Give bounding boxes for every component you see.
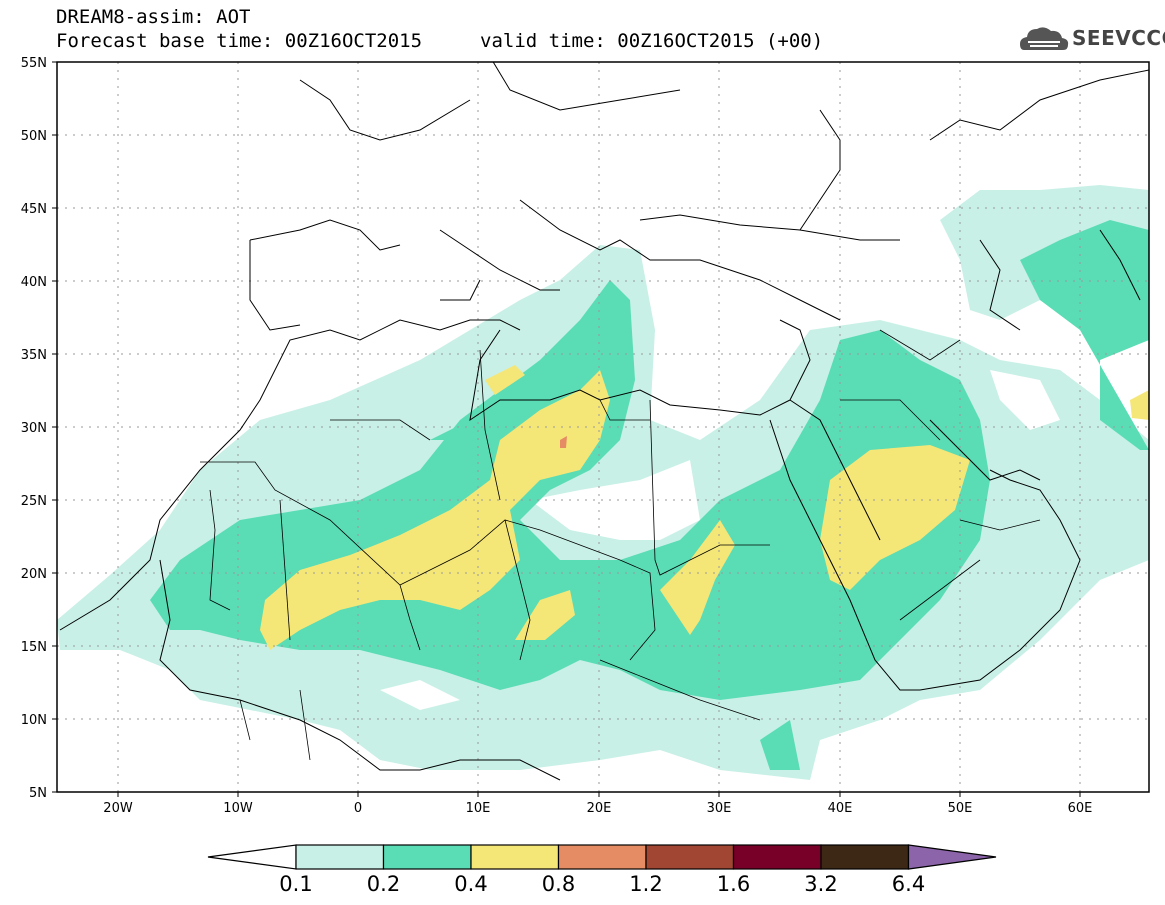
colorbar-level: 1.6 — [716, 872, 751, 896]
colorbar-swatch — [820, 844, 910, 870]
colorbar-low-arrow — [207, 844, 297, 870]
lon-label: 10W — [223, 801, 253, 816]
colorbar-level: 3.2 — [804, 872, 838, 896]
country-borders — [200, 329, 1041, 761]
colorbar — [207, 844, 997, 870]
lat-label: 15N — [21, 640, 47, 655]
lon-label: 60E — [1068, 801, 1093, 816]
colorbar-level: 1.2 — [629, 872, 663, 896]
coastlines — [59, 62, 1149, 781]
lon-label: 20W — [103, 801, 133, 816]
lon-label: 0 — [354, 801, 362, 816]
colorbar-swatch — [470, 844, 560, 870]
lat-label: 10N — [21, 713, 47, 728]
colorbar-labels: 0.1 0.2 0.4 0.8 1.2 1.6 3.2 6.4 — [0, 872, 1165, 902]
colorbar-swatch — [382, 844, 472, 870]
lat-label: 55N — [21, 56, 47, 71]
map-title: DREAM8-assim: AOT — [56, 6, 251, 28]
colorbar-swatch — [732, 844, 822, 870]
aot-shading — [57, 185, 1149, 780]
lat-label: 5N — [29, 786, 47, 801]
colorbar-swatch — [645, 844, 735, 870]
seevccc-logo: SEEVCCC — [1072, 26, 1165, 50]
valid-time: valid time: 00Z16OCT2015 (+00) — [480, 30, 824, 52]
lon-label: 50E — [948, 801, 973, 816]
graticule — [57, 62, 1149, 792]
lon-label: 40E — [828, 801, 853, 816]
colorbar-level: 0.4 — [454, 872, 488, 896]
lon-label: 30E — [707, 801, 732, 816]
lat-label: 35N — [21, 348, 47, 363]
colorbar-high-arrow — [907, 844, 997, 870]
lat-label: 25N — [21, 494, 47, 509]
lat-label: 45N — [21, 202, 47, 217]
colorbar-level: 6.4 — [891, 872, 926, 896]
colorbar-swatch — [295, 844, 385, 870]
lat-label: 50N — [21, 129, 47, 144]
forecast-base-time: Forecast base time: 00Z16OCT2015 — [56, 30, 423, 52]
lat-label: 20N — [21, 567, 47, 582]
colorbar-level: 0.8 — [541, 872, 576, 896]
colorbar-level: 0.2 — [366, 872, 401, 896]
lon-label: 20E — [587, 801, 612, 816]
lat-label: 40N — [21, 275, 47, 290]
colorbar-swatch — [557, 844, 647, 870]
colorbar-level: 0.1 — [279, 872, 313, 896]
lat-label: 30N — [21, 421, 47, 436]
cloud-icon — [1020, 27, 1069, 50]
lon-label: 10E — [466, 801, 491, 816]
